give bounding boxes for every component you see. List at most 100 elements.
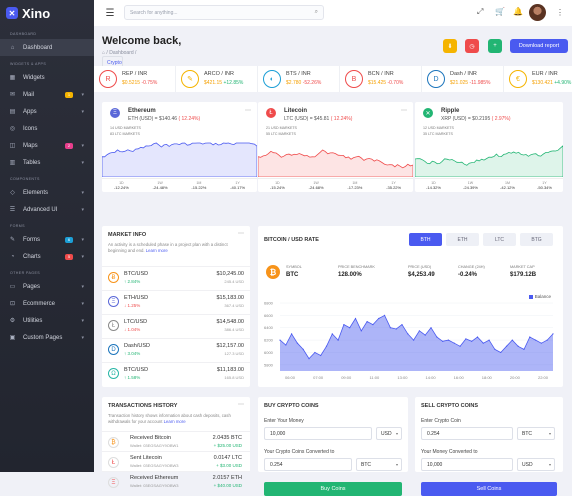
sidebar-item-advanced-ui[interactable]: ☰ Advanced UI ▾ xyxy=(0,201,94,218)
sidebar-item-dashboard[interactable]: ⌂ Dashboard xyxy=(0,39,94,56)
sidebar-item-ecommerce[interactable]: ⊡ Ecommerce ▾ xyxy=(0,295,94,312)
menu-toggle-icon[interactable]: ☰ xyxy=(105,7,115,19)
sidebar-item-utilities[interactable]: ⚙ Utilities ▾ xyxy=(0,312,94,329)
sidebar-item-tables[interactable]: ▥ Tables ▾ xyxy=(0,154,94,171)
sidebar-item-maps[interactable]: ◫ Maps 2 ▾ xyxy=(0,137,94,154)
coin-price: $10,245.00 xyxy=(216,271,244,277)
sidebar-item-mail[interactable]: ✉ Mail 1 ▾ xyxy=(0,86,94,103)
ticker-card[interactable]: R REP / INR $0.5215 -0.75% xyxy=(94,66,176,92)
section-header-dashboard: DASHBOARD xyxy=(10,32,37,36)
more-options-icon[interactable]: ⋮ xyxy=(556,8,564,17)
search-placeholder: Search for anything... xyxy=(130,9,178,16)
money-input[interactable]: 10,000 xyxy=(264,427,372,440)
sidebar-item-icons[interactable]: ◎ Icons xyxy=(0,120,94,137)
coin-row[interactable]: D Dash/USD ↑ 3.04% $12,157.00 127.3 USD xyxy=(102,338,250,358)
chevron-down-icon: ▾ xyxy=(81,142,84,149)
coin-row[interactable]: Ł LTC/USD ↓ 1.04% $14,548.00 386.4 USD xyxy=(102,314,250,334)
transaction-row[interactable]: Ξ Received Ethereum Wallet: 03EGSAGY9OBW3 2… xyxy=(102,471,250,491)
section-header-widgets: WIDGETS & APPS xyxy=(10,62,47,66)
ticker-price: $2.780 -52.26% xyxy=(286,80,321,86)
ticker-name: BTS / INR xyxy=(286,71,311,77)
pair-value: ETH (USD) = $140.46 xyxy=(128,116,178,122)
coin-select[interactable]: BTC ▾ xyxy=(517,427,555,440)
coin-change: ↑ 1.58% xyxy=(124,375,141,380)
fullscreen-icon[interactable]: ⤢ xyxy=(477,7,484,16)
ticker-card[interactable]: ✎ ARCO / INR $421.15 +12.85% xyxy=(176,66,258,92)
coin-change: ↑ 2.84% xyxy=(124,279,141,284)
sidebar-item-elements[interactable]: ◇ Elements ▾ xyxy=(0,184,94,201)
search-icon[interactable]: ⌕ xyxy=(314,9,318,15)
coin-row[interactable]: Ƀ BTC/USD ↑ 2.84% $10,245.00 245.4 USD xyxy=(102,266,250,286)
ticker-name: ARCO / INR xyxy=(204,71,234,77)
transactions-card: TRANSACTIONS HISTORY ⋯ Transaction histo… xyxy=(102,397,250,488)
coin-name: Dash/USD xyxy=(124,343,150,349)
more-options-icon[interactable]: ⋯ xyxy=(238,402,244,408)
more-options-icon[interactable]: ⋯ xyxy=(238,231,244,237)
transaction-row[interactable]: ₿ Received Bitcoin Wallet: 03EGSAGY9OBW1 2.… xyxy=(102,431,250,451)
ticker-price-value: $421.15 xyxy=(204,80,223,86)
balance-point xyxy=(331,333,333,335)
coin-select[interactable]: BTC ▾ xyxy=(356,458,402,471)
ticker-card[interactable]: ◐ BTS / INR $2.780 -52.26% xyxy=(258,66,340,92)
tab-eth[interactable]: ETH xyxy=(446,233,479,246)
shopping-cart-icon[interactable]: 🛒 xyxy=(495,7,505,16)
balance-point xyxy=(482,342,484,344)
brand-name: Xino xyxy=(22,5,51,21)
sidebar-item-charts[interactable]: ◔ Charts 5 ▾ xyxy=(0,248,94,265)
table-icon: ▥ xyxy=(9,160,16,166)
brand-logo[interactable]: ✕ Xino xyxy=(0,0,94,26)
sidebar-item-forms[interactable]: ✎ Forms 6 ▾ xyxy=(0,231,94,248)
converted-input[interactable]: 0.254 xyxy=(264,458,352,471)
user-avatar[interactable] xyxy=(529,4,546,21)
ripple-sparkline xyxy=(415,145,563,177)
money-converted-input[interactable]: 10,000 xyxy=(421,458,513,471)
coin-volume: 127.3 USD xyxy=(224,351,244,356)
currency-select[interactable]: USD ▾ xyxy=(517,458,555,471)
buy-coins-button[interactable]: Buy Coins xyxy=(264,482,402,496)
tab-bth[interactable]: BTH xyxy=(409,233,442,246)
ticker-price: $0.5215 -0.75% xyxy=(122,80,157,86)
ticker-price: $130.421 +4.90% xyxy=(532,80,571,86)
x-tick-label: 22:00 xyxy=(538,375,549,380)
ticker-name: Dash / INR xyxy=(450,71,477,77)
ticker-change: -11.985% xyxy=(469,80,491,86)
y-tick-label: 6000 xyxy=(264,350,274,355)
sell-coins-button[interactable]: Sell Coins xyxy=(421,482,557,496)
add-icon-button[interactable]: + xyxy=(488,39,502,53)
learn-more-link[interactable]: Learn more xyxy=(163,418,186,424)
download-icon-button[interactable]: ⬇ xyxy=(443,39,457,53)
coin-row[interactable]: Ω BTC/USD ↑ 1.58% $11,183.00 165.8 USD xyxy=(102,362,250,382)
chevron-down-icon: ▾ xyxy=(81,159,84,166)
more-options-icon[interactable]: ⋯ xyxy=(245,108,251,114)
search-input[interactable]: Search for anything... ⌕ xyxy=(124,5,324,20)
ticker-card[interactable]: D Dash / INR $21.025 -11.985% xyxy=(422,66,504,92)
home-icon: ⌂ xyxy=(10,44,15,51)
ticker-card[interactable]: € EUR / INR $130.421 +4.90% xyxy=(504,66,572,92)
sidebar-item-custom-pages[interactable]: ▣ Custom Pages ▾ xyxy=(0,329,94,346)
coin-row[interactable]: Ξ ETH/USD ↓ 1.25% $15,183.00 367.4 USD xyxy=(102,290,250,310)
balance-point xyxy=(412,339,415,341)
notification-bell-icon[interactable]: 🔔 xyxy=(513,7,523,16)
learn-more-link[interactable]: Learn more xyxy=(145,247,168,253)
elements-icon: ◇ xyxy=(10,190,15,196)
breadcrumb-home-icon[interactable]: ⌂ xyxy=(102,50,106,56)
balance-point xyxy=(383,314,386,316)
coin-input[interactable]: 0.254 xyxy=(421,427,513,440)
period-1w: 1W -24.39% xyxy=(463,181,478,190)
transaction-row[interactable]: Ł Sent Litecoin Wallet: 03EGSAGY9OBW3 0.014… xyxy=(102,451,250,471)
tab-btg[interactable]: BTG xyxy=(520,233,553,246)
chevron-down-icon: ▾ xyxy=(81,91,84,98)
more-options-icon[interactable]: ⋯ xyxy=(401,108,407,114)
y-tick-label: 6600 xyxy=(264,313,274,318)
currency-select[interactable]: USD ▾ xyxy=(376,427,402,440)
clock-icon-button[interactable]: ◷ xyxy=(465,39,479,53)
market-card-pair: XRP (USD) = $0.2195 ( 2.97%) xyxy=(441,116,511,122)
sidebar-item-apps[interactable]: ▤ Apps ▾ xyxy=(0,103,94,120)
tab-ltc[interactable]: LTC xyxy=(483,233,516,246)
sidebar-item-pages[interactable]: ▭ Pages ▾ xyxy=(0,278,94,295)
sidebar-item-widgets[interactable]: ▦ Widgets xyxy=(0,69,94,86)
breadcrumb-home[interactable]: Dashboard xyxy=(109,50,134,56)
download-report-button[interactable]: Download report xyxy=(510,39,568,53)
chevron-down-icon: ▾ xyxy=(548,431,551,436)
ticker-card[interactable]: B BCN / INR $15.425 -0.70% xyxy=(340,66,422,92)
